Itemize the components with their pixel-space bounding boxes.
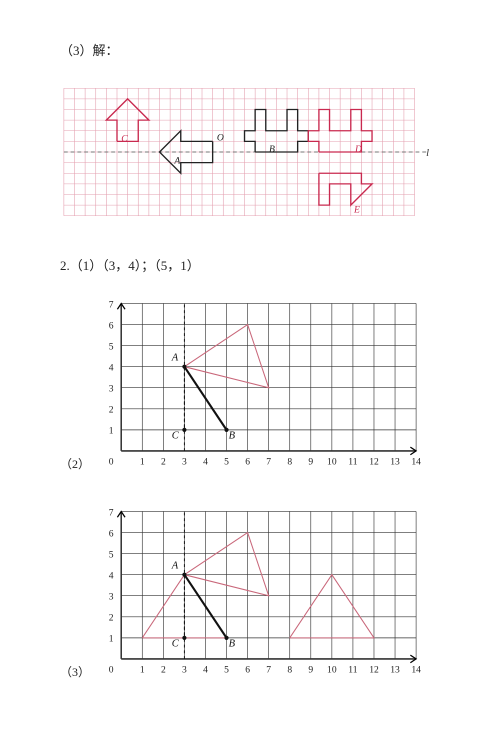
svg-text:2: 2: [161, 456, 166, 467]
svg-text:1: 1: [140, 456, 145, 467]
svg-text:9: 9: [308, 456, 313, 467]
q2-header: 2.（1）（3，4）；（5，1）: [60, 255, 440, 274]
svg-text:5: 5: [109, 549, 114, 560]
q1-prefix: （3）解：: [60, 40, 440, 59]
svg-text:l: l: [426, 148, 429, 159]
svg-text:6: 6: [245, 664, 250, 675]
svg-text:1: 1: [109, 634, 114, 645]
svg-text:3: 3: [109, 384, 114, 395]
svg-text:7: 7: [266, 664, 271, 675]
svg-text:B: B: [229, 638, 236, 649]
svg-text:2: 2: [109, 613, 114, 624]
svg-text:3: 3: [182, 664, 187, 675]
figure-q1: l C A O B D E: [60, 77, 440, 227]
svg-text:E: E: [353, 205, 360, 216]
svg-text:5: 5: [109, 341, 114, 352]
svg-text:9: 9: [308, 664, 313, 675]
svg-text:13: 13: [390, 664, 400, 675]
svg-text:11: 11: [348, 664, 357, 675]
svg-text:A: A: [171, 352, 179, 363]
svg-text:11: 11: [348, 456, 357, 467]
svg-text:8: 8: [287, 664, 292, 675]
svg-text:1: 1: [109, 426, 114, 437]
svg-text:B: B: [269, 144, 275, 155]
svg-text:1: 1: [140, 664, 145, 675]
svg-text:12: 12: [369, 664, 379, 675]
svg-text:7: 7: [266, 456, 271, 467]
svg-text:A: A: [171, 560, 179, 571]
svg-text:C: C: [172, 638, 180, 649]
svg-text:10: 10: [327, 456, 337, 467]
svg-text:12: 12: [369, 456, 379, 467]
figure-q2-sub2: （2） 123456789101112131412345670ABC: [60, 292, 440, 472]
q1-svg: l C A O B D E: [60, 77, 430, 227]
svg-text:0: 0: [109, 456, 114, 467]
svg-text:A: A: [173, 156, 180, 167]
svg-text:5: 5: [224, 664, 229, 675]
svg-text:C: C: [121, 133, 128, 144]
svg-text:4: 4: [109, 571, 114, 582]
svg-text:14: 14: [411, 664, 421, 675]
svg-text:C: C: [172, 430, 180, 441]
svg-text:6: 6: [109, 528, 114, 539]
svg-text:3: 3: [182, 456, 187, 467]
sub3-label: （3）: [60, 663, 90, 680]
svg-text:4: 4: [109, 363, 114, 374]
svg-text:6: 6: [245, 456, 250, 467]
svg-text:0: 0: [109, 664, 114, 675]
svg-text:6: 6: [109, 320, 114, 331]
svg-text:2: 2: [109, 405, 114, 416]
sub2-label: （2）: [60, 455, 90, 472]
svg-text:7: 7: [109, 507, 114, 518]
svg-text:13: 13: [390, 456, 400, 467]
svg-text:4: 4: [203, 456, 208, 467]
svg-text:O: O: [217, 132, 224, 143]
svg-text:B: B: [229, 430, 236, 441]
svg-text:10: 10: [327, 664, 337, 675]
svg-text:5: 5: [224, 456, 229, 467]
svg-text:4: 4: [203, 664, 208, 675]
svg-text:D: D: [354, 144, 362, 155]
q2-fig2-svg: 123456789101112131412345670ABC: [96, 292, 426, 472]
svg-text:8: 8: [287, 456, 292, 467]
svg-text:7: 7: [109, 299, 114, 310]
figure-q2-sub3: （3） 123456789101112131412345670ABC: [60, 500, 440, 680]
q2-fig3-svg: 123456789101112131412345670ABC: [96, 500, 426, 680]
svg-text:3: 3: [109, 592, 114, 603]
svg-text:2: 2: [161, 664, 166, 675]
svg-text:14: 14: [411, 456, 421, 467]
